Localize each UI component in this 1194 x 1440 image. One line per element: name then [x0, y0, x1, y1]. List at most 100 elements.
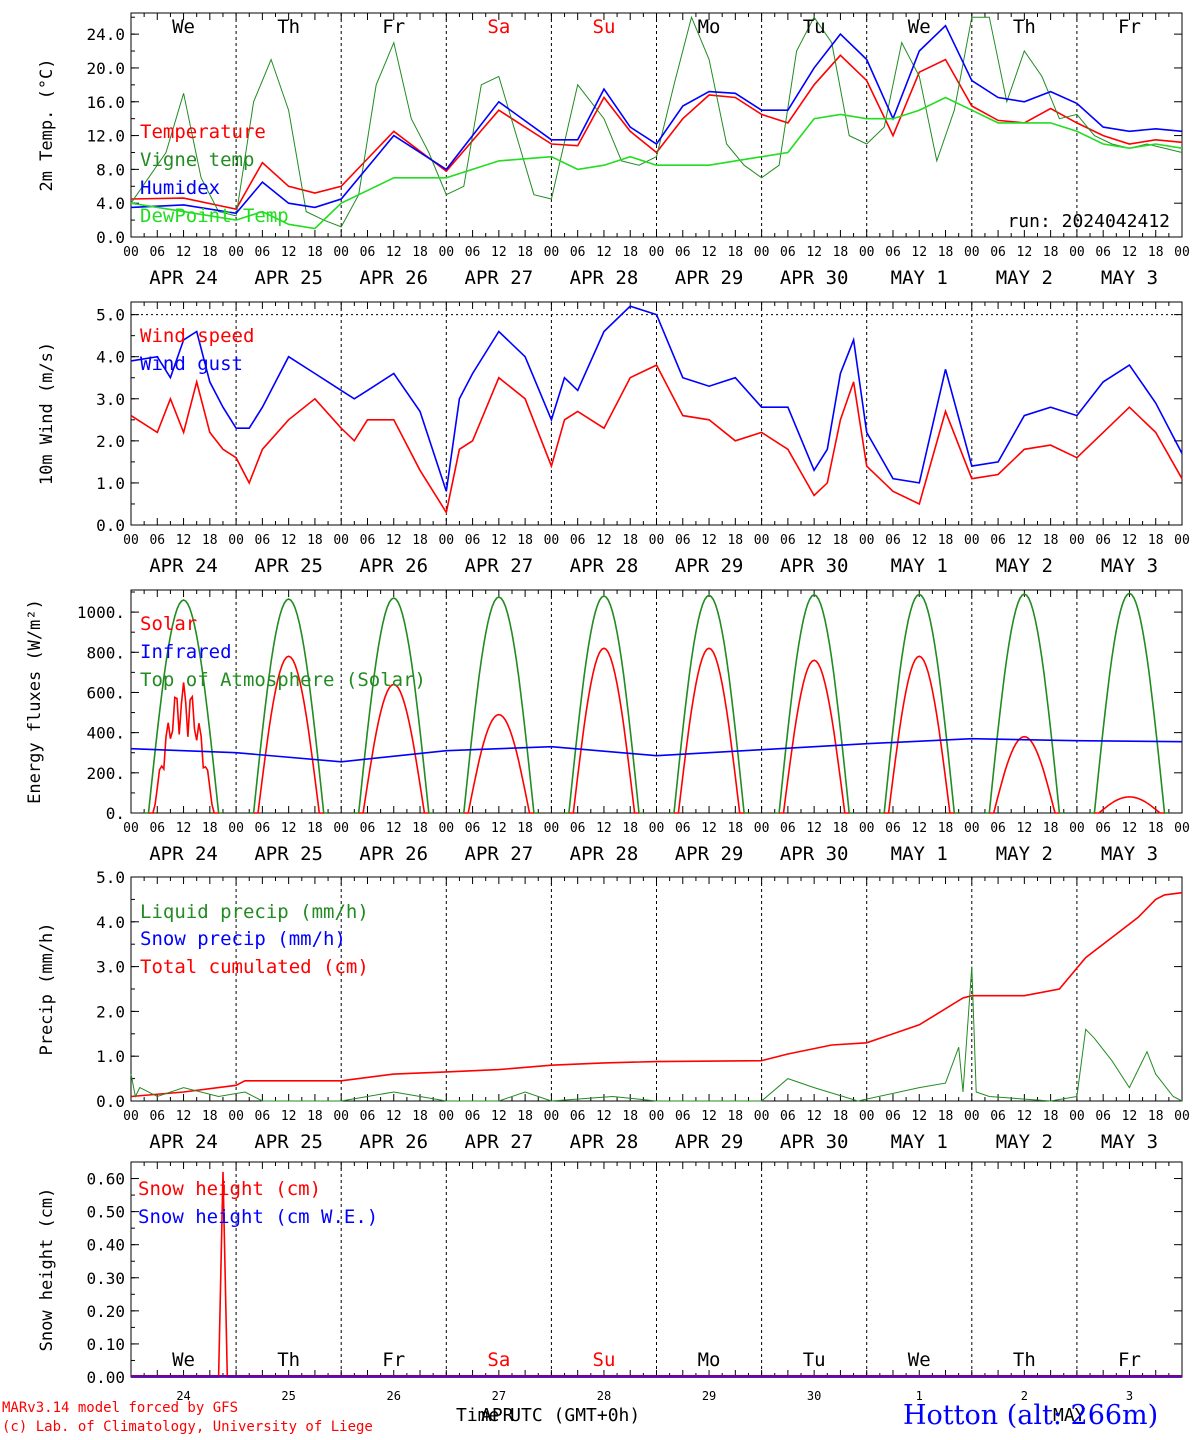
- x-hour-label: 00: [859, 1109, 875, 1124]
- x-hour-label: 06: [990, 1109, 1006, 1124]
- x-hour-label: 00: [754, 821, 770, 836]
- series-line-top-of-atmosphere-solar-: [879, 593, 959, 814]
- x-hour-label: 18: [202, 533, 218, 548]
- x-hour-label: 06: [885, 821, 901, 836]
- y-axis-label: Snow height (cm): [37, 1188, 57, 1352]
- x-hour-label: 06: [675, 821, 691, 836]
- x-date-label: MAY 1: [891, 267, 948, 289]
- x-hour-label: 18: [517, 245, 533, 260]
- x-hour-label: 06: [465, 821, 481, 836]
- y-tick-label: 0.: [106, 804, 125, 823]
- legend-entry: Snow precip (mm/h): [140, 928, 346, 950]
- x-date-label: APR 29: [675, 555, 744, 577]
- series-line-top-of-atmosphere-solar-: [669, 594, 749, 814]
- x-hour-label: 18: [622, 821, 638, 836]
- x-hour-label: 12: [281, 821, 297, 836]
- x-hour-label: 00: [649, 533, 665, 548]
- x-date-label: APR 26: [359, 267, 428, 289]
- x-hour-label: 12: [491, 1109, 507, 1124]
- x-date-label: APR 27: [465, 267, 534, 289]
- x-date-label: APR 29: [675, 843, 744, 865]
- x-hour-label: 00: [964, 533, 980, 548]
- x-hour-label: 00: [649, 245, 665, 260]
- series-line-top-of-atmosphere-solar-: [249, 598, 329, 814]
- x-date-label: APR 30: [780, 843, 849, 865]
- x-hour-label: 18: [1148, 245, 1164, 260]
- x-hour-label: 00: [123, 533, 139, 548]
- x-hour-label: 12: [386, 821, 402, 836]
- x-hour-label: 18: [938, 1109, 954, 1124]
- x-date-label: MAY 1: [891, 1131, 948, 1153]
- y-tick-label: 0.10: [86, 1335, 125, 1354]
- x-hour-label: 06: [1095, 533, 1111, 548]
- legend-entry: Total cumulated (cm): [140, 956, 369, 978]
- panel-5: 0.00 0.10 0.20 0.30 0.40 0.50 0.60 Snow height …: [37, 1161, 1183, 1403]
- x-hour-label: 00: [544, 245, 560, 260]
- x-hour-label: 06: [255, 1109, 271, 1124]
- x-date-label: APR 28: [570, 843, 639, 865]
- y-tick-label: 0.0: [96, 228, 125, 247]
- series-line-top-of-atmosphere-solar-: [144, 599, 223, 814]
- x-date-label: MAY 3: [1101, 1131, 1158, 1153]
- weekday-label: Sa: [487, 16, 510, 38]
- x-hour-label: 00: [228, 245, 244, 260]
- x-hour-label: 18: [202, 245, 218, 260]
- x-hour-label: 18: [517, 533, 533, 548]
- legend-entry: Wind gust: [140, 353, 243, 375]
- x-day-number: 3: [1126, 1389, 1133, 1403]
- y-tick-label: 0.00: [86, 1368, 125, 1387]
- x-day-number: 2: [1021, 1389, 1028, 1403]
- x-hour-label: 12: [281, 533, 297, 548]
- x-hour-label: 12: [386, 533, 402, 548]
- x-date-label: APR 29: [675, 267, 744, 289]
- x-date-label: APR 26: [359, 555, 428, 577]
- weekday-label: Su: [593, 16, 616, 38]
- x-day-number: 29: [702, 1389, 716, 1403]
- x-date-label: MAY 2: [996, 267, 1053, 289]
- x-day-number: 25: [281, 1389, 295, 1403]
- plot-frame: [130, 301, 1183, 526]
- x-hour-label: 06: [990, 821, 1006, 836]
- x-hour-label: 18: [727, 533, 743, 548]
- y-tick-label: 0.60: [86, 1170, 125, 1189]
- month-label-may: MAY: [1053, 1405, 1086, 1426]
- x-date-label: APR 26: [359, 843, 428, 865]
- x-hour-label: 12: [1017, 1109, 1033, 1124]
- x-hour-label: 06: [360, 821, 376, 836]
- weekday-label: We: [908, 1349, 931, 1371]
- x-hour-label: 12: [176, 245, 192, 260]
- x-hour-label: 00: [438, 1109, 454, 1124]
- x-hour-label: 12: [596, 1109, 612, 1124]
- x-hour-label: 06: [255, 533, 271, 548]
- x-hour-label: 12: [1122, 1109, 1138, 1124]
- series-line-solar: [568, 647, 639, 814]
- x-date-label: MAY 3: [1101, 843, 1158, 865]
- x-hour-label: 12: [491, 533, 507, 548]
- x-hour-label: 12: [1122, 245, 1138, 260]
- x-hour-label: 06: [675, 245, 691, 260]
- series-line-top-of-atmosphere-solar-: [354, 597, 434, 814]
- x-hour-label: 00: [228, 1109, 244, 1124]
- x-hour-label: 00: [754, 245, 770, 260]
- x-hour-label: 00: [1174, 1109, 1190, 1124]
- x-hour-label: 18: [727, 1109, 743, 1124]
- legend-entry: Snow height (cm W.E.): [138, 1206, 378, 1228]
- y-tick-label: 24.0: [86, 25, 125, 44]
- x-hour-label: 06: [360, 533, 376, 548]
- x-hour-label: 12: [1122, 821, 1138, 836]
- x-hour-label: 00: [228, 821, 244, 836]
- x-hour-label: 12: [701, 533, 717, 548]
- x-day-number: 24: [176, 1389, 190, 1403]
- x-hour-label: 12: [176, 533, 192, 548]
- x-hour-label: 06: [465, 1109, 481, 1124]
- x-date-label: APR 24: [149, 267, 218, 289]
- series-line-solar: [779, 659, 850, 814]
- x-hour-label: 12: [491, 821, 507, 836]
- x-date-label: APR 28: [570, 1131, 639, 1153]
- y-tick-label: 5.0: [96, 868, 125, 887]
- x-hour-label: 12: [1017, 533, 1033, 548]
- x-hour-label: 06: [149, 245, 165, 260]
- x-day-number: 1: [916, 1389, 923, 1403]
- x-hour-label: 18: [412, 245, 428, 260]
- y-axis-label: 2m Temp. (°C): [37, 58, 57, 191]
